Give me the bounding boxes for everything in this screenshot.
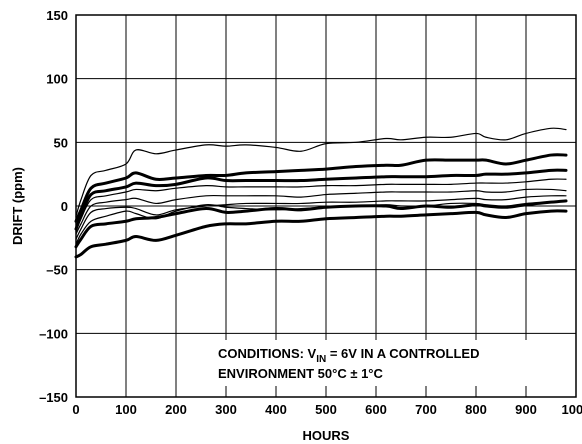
y-tick-label: 50 — [54, 135, 68, 150]
series-line-8 — [74, 199, 568, 249]
tick-labels: 01002003004005006007008009001000–150–100… — [39, 8, 582, 417]
series-line-5 — [75, 188, 567, 235]
x-tick-label: 100 — [115, 402, 137, 417]
x-tick-label: 1000 — [562, 402, 582, 417]
y-tick-label: 0 — [61, 199, 68, 214]
annotation-background — [212, 340, 572, 386]
annotation-prefix: CONDITIONS: V — [218, 346, 317, 361]
y-tick-label: 100 — [46, 72, 68, 87]
series-line-6 — [75, 195, 567, 240]
x-tick-label: 0 — [72, 402, 79, 417]
series-line-1 — [75, 127, 567, 217]
y-tick-label: 150 — [46, 8, 68, 23]
y-tick-label: –150 — [39, 390, 68, 405]
x-tick-label: 400 — [265, 402, 287, 417]
series-line-3 — [74, 168, 568, 231]
series-layer — [74, 127, 568, 259]
plot-frame — [75, 14, 577, 398]
y-tick-label: –100 — [39, 326, 68, 341]
series-line-4 — [75, 178, 567, 233]
x-tick-label: 900 — [515, 402, 537, 417]
annotation-subscript: IN — [316, 354, 326, 365]
series-line-9 — [74, 209, 568, 259]
x-tick-label: 600 — [365, 402, 387, 417]
x-tick-label: 800 — [465, 402, 487, 417]
annotation-line-2: ENVIRONMENT 50°C ± 1°C — [218, 366, 384, 381]
annotation-line-1: CONDITIONS: VIN = 6V IN A CONTROLLED — [218, 346, 479, 365]
x-tick-label: 300 — [215, 402, 237, 417]
y-axis-title: DRIFT (ppm) — [10, 167, 25, 245]
series-line-2 — [74, 153, 568, 223]
x-tick-label: 200 — [165, 402, 187, 417]
x-tick-label: 500 — [315, 402, 337, 417]
x-tick-label: 700 — [415, 402, 437, 417]
annotation-suffix: = 6V IN A CONTROLLED — [326, 346, 479, 361]
y-tick-label: –50 — [46, 263, 68, 278]
x-axis-title: HOURS — [303, 428, 350, 443]
